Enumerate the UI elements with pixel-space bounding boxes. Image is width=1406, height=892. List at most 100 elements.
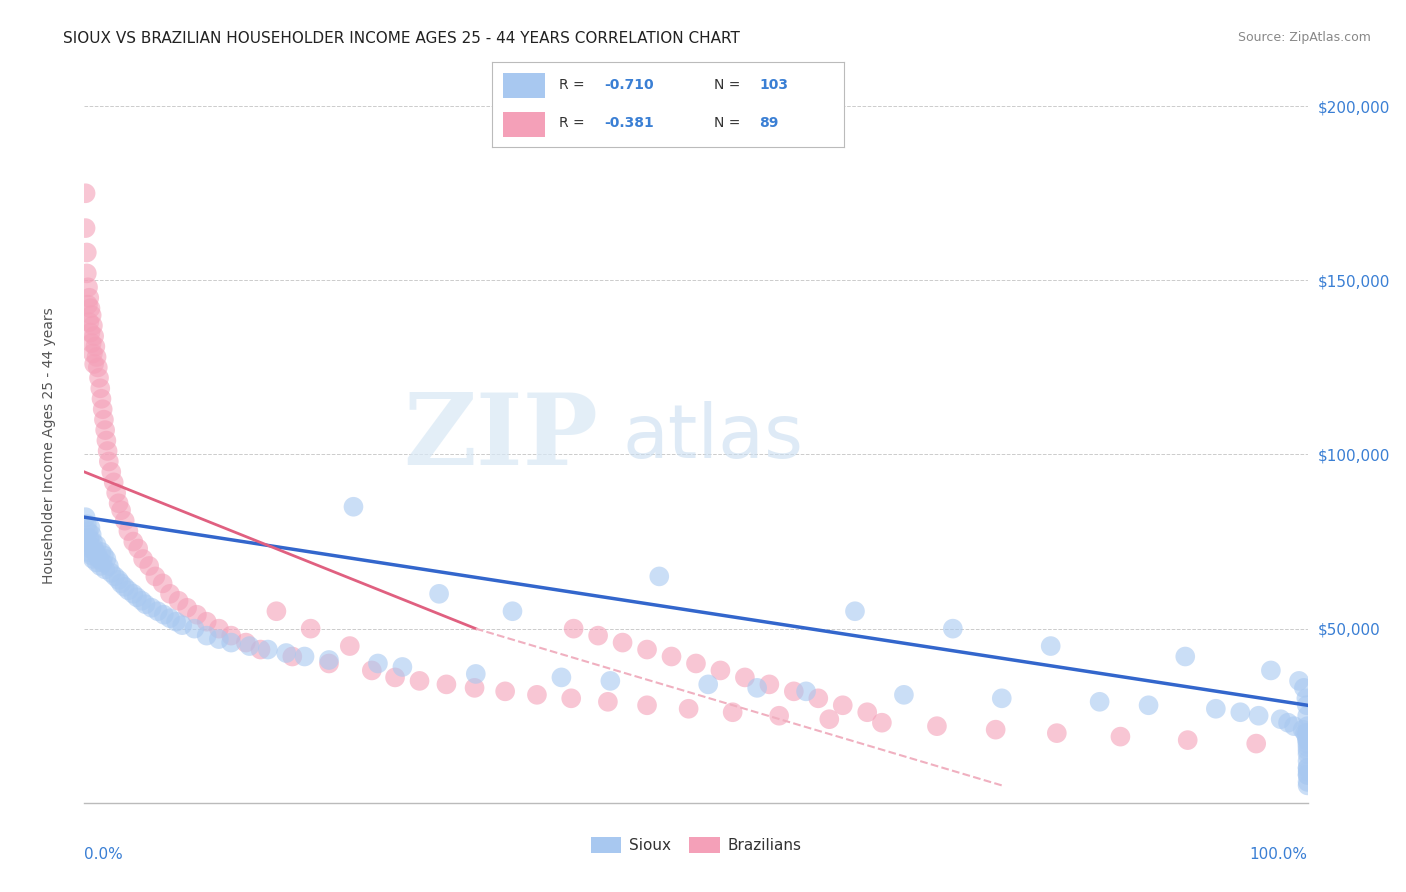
Point bbox=[1295, 691, 1317, 706]
Point bbox=[100, 566, 122, 580]
Point bbox=[266, 604, 288, 618]
Point bbox=[83, 541, 105, 556]
Point bbox=[1296, 768, 1319, 782]
Point bbox=[844, 604, 866, 618]
Point bbox=[984, 723, 1007, 737]
Point bbox=[94, 562, 117, 576]
Point bbox=[195, 615, 218, 629]
Point bbox=[1296, 768, 1319, 782]
Point bbox=[648, 569, 671, 583]
Point bbox=[138, 558, 160, 573]
Point bbox=[89, 381, 111, 395]
Point bbox=[870, 715, 893, 730]
Point bbox=[856, 705, 879, 719]
Point bbox=[79, 301, 101, 316]
Point bbox=[464, 681, 486, 695]
Point bbox=[1296, 733, 1319, 747]
Point bbox=[560, 691, 582, 706]
Point bbox=[360, 664, 382, 678]
Point bbox=[219, 635, 242, 649]
Text: R =: R = bbox=[560, 117, 585, 130]
Point bbox=[86, 556, 108, 570]
Bar bbox=[503, 112, 546, 137]
Point bbox=[110, 576, 132, 591]
Point bbox=[208, 632, 231, 646]
Point bbox=[586, 629, 609, 643]
Point bbox=[186, 607, 208, 622]
Point bbox=[893, 688, 915, 702]
Point bbox=[90, 545, 112, 559]
Point bbox=[87, 549, 110, 563]
Point bbox=[1288, 673, 1310, 688]
Point bbox=[82, 534, 104, 549]
Point bbox=[104, 569, 127, 583]
Point bbox=[146, 604, 169, 618]
Point bbox=[991, 691, 1014, 706]
Point bbox=[249, 642, 271, 657]
Point bbox=[79, 326, 101, 340]
Point bbox=[76, 534, 98, 549]
Point bbox=[747, 681, 769, 695]
Point bbox=[125, 591, 148, 605]
Point bbox=[83, 329, 105, 343]
Point bbox=[77, 315, 100, 329]
Point bbox=[1260, 664, 1282, 678]
Point bbox=[1296, 733, 1319, 747]
Text: N =: N = bbox=[714, 78, 740, 92]
Point bbox=[82, 552, 104, 566]
Text: Source: ZipAtlas.com: Source: ZipAtlas.com bbox=[1237, 31, 1371, 45]
Point bbox=[942, 622, 965, 636]
Point bbox=[1244, 737, 1267, 751]
Point bbox=[97, 454, 120, 468]
Point bbox=[661, 649, 683, 664]
Point bbox=[1229, 705, 1251, 719]
Point bbox=[1296, 761, 1319, 775]
Point bbox=[1294, 726, 1316, 740]
Point bbox=[1039, 639, 1062, 653]
Point bbox=[1296, 761, 1319, 775]
Point bbox=[1296, 708, 1319, 723]
Point bbox=[1295, 698, 1317, 713]
Point bbox=[1282, 719, 1305, 733]
Point bbox=[636, 698, 658, 713]
Point bbox=[82, 318, 104, 333]
Point bbox=[97, 444, 120, 458]
Point bbox=[1296, 740, 1319, 755]
Point bbox=[90, 392, 112, 406]
Point bbox=[122, 534, 145, 549]
Point bbox=[1177, 733, 1199, 747]
Point bbox=[1296, 747, 1319, 761]
Point bbox=[1292, 681, 1315, 695]
Point bbox=[318, 657, 340, 671]
Point bbox=[94, 423, 117, 437]
Point bbox=[768, 708, 790, 723]
Point bbox=[80, 308, 103, 322]
Point bbox=[183, 622, 205, 636]
Point bbox=[464, 667, 486, 681]
Point bbox=[75, 221, 97, 235]
Point bbox=[114, 514, 136, 528]
Bar bbox=[503, 72, 546, 98]
Text: Householder Income Ages 25 - 44 years: Householder Income Ages 25 - 44 years bbox=[42, 308, 56, 584]
Point bbox=[131, 594, 153, 608]
Point bbox=[818, 712, 841, 726]
Point bbox=[76, 245, 98, 260]
Point bbox=[107, 496, 129, 510]
Point bbox=[550, 670, 572, 684]
Point bbox=[117, 583, 139, 598]
Text: SIOUX VS BRAZILIAN HOUSEHOLDER INCOME AGES 25 - 44 YEARS CORRELATION CHART: SIOUX VS BRAZILIAN HOUSEHOLDER INCOME AG… bbox=[63, 31, 740, 46]
Point bbox=[159, 587, 181, 601]
Point bbox=[91, 556, 114, 570]
Text: -0.381: -0.381 bbox=[605, 117, 654, 130]
Point bbox=[1205, 702, 1227, 716]
Point bbox=[87, 552, 110, 566]
Point bbox=[77, 291, 100, 305]
Point bbox=[97, 558, 120, 573]
Point bbox=[117, 524, 139, 538]
Point bbox=[734, 670, 756, 684]
Point bbox=[758, 677, 780, 691]
Text: 100.0%: 100.0% bbox=[1250, 847, 1308, 862]
Point bbox=[93, 412, 115, 426]
Point bbox=[167, 594, 190, 608]
Point bbox=[79, 541, 101, 556]
